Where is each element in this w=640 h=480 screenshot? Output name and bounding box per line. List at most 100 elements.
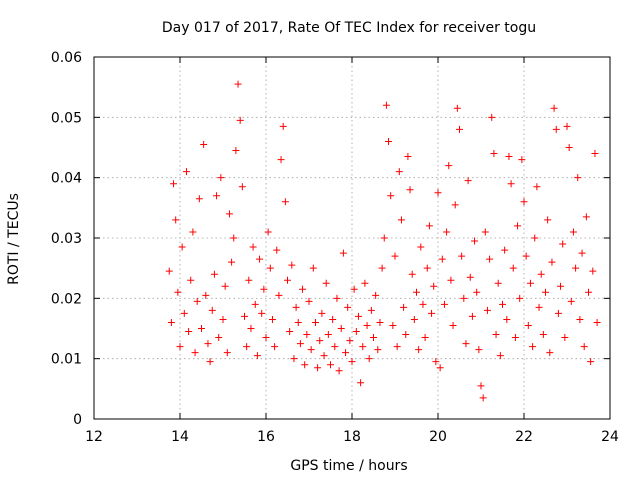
data-point [397,216,405,224]
data-point [449,321,457,329]
data-point [434,189,442,197]
data-point [279,122,287,130]
data-point [475,346,483,354]
data-point [563,122,571,130]
data-point [554,309,562,317]
data-point [380,234,388,242]
y-axis-title: ROTI / TECUs [6,193,22,285]
data-point [253,352,261,360]
data-point [514,222,522,230]
data-point [428,309,436,317]
y-tick-label: 0 [73,412,82,428]
data-point [228,258,236,266]
data-point [537,270,545,278]
data-point [258,309,266,317]
data-point [393,343,401,351]
data-point [453,104,461,112]
data-point [367,306,375,314]
data-point [314,364,322,372]
data-point [408,270,416,278]
data-point [591,150,599,158]
data-point [213,192,221,200]
data-point [432,358,440,366]
data-point [389,321,397,329]
y-tick-label: 0.04 [51,171,82,187]
data-point [565,144,573,151]
data-point [307,346,315,354]
data-point [456,125,463,133]
data-point [410,315,418,323]
data-point [294,318,302,326]
data-point [376,318,384,326]
data-point [507,180,515,188]
data-point [286,328,294,336]
data-point [511,334,519,342]
data-point [337,325,345,332]
data-point [206,358,214,366]
data-point [277,156,285,164]
data-point [406,186,414,194]
data-point [200,140,208,148]
data-point [552,125,560,133]
data-point [309,264,317,272]
data-point [499,300,506,308]
data-point [187,276,195,284]
data-point [217,174,225,182]
data-point [365,355,373,363]
data-point [247,325,255,332]
data-point [320,352,328,360]
x-axis-title: GPS time / hours [290,458,407,474]
data-point [346,337,354,345]
data-point [208,306,216,314]
data-point [578,249,586,257]
data-point [311,318,319,326]
data-point [284,276,291,284]
data-point [370,334,377,342]
data-point [471,237,479,245]
grid-lines [94,57,610,419]
data-point [215,334,223,342]
data-point [176,343,184,351]
data-point [501,246,509,254]
data-point [339,249,347,257]
data-point [234,80,242,88]
data-point [582,213,590,221]
data-point [404,153,412,161]
data-point [524,321,532,329]
data-point [567,297,575,305]
data-point [488,113,496,121]
data-point [359,343,367,351]
x-tick-label: 24 [601,429,619,445]
data-point [559,240,567,248]
data-point [516,294,524,302]
data-point [292,303,300,311]
data-point [526,279,534,287]
data-point [505,153,513,161]
data-point [348,358,356,366]
data-point [473,288,481,296]
data-point [198,325,205,332]
chart-title: Day 017 of 2017, Rate Of TEC Index for r… [162,20,536,36]
data-point [299,285,307,293]
data-point [402,331,410,339]
data-point [503,315,511,323]
data-point [430,282,438,290]
data-point [486,255,494,263]
data-point [576,315,584,323]
data-point [378,264,386,272]
data-point [580,343,588,351]
data-point [572,264,580,272]
data-point [544,216,552,224]
data-point [230,234,238,242]
data-point [178,243,186,251]
x-tick-label: 20 [429,429,447,445]
data-point [204,340,212,348]
data-point [458,252,466,260]
data-point [529,343,537,351]
data-point [281,198,289,206]
data-point [268,315,276,323]
data-point [241,312,248,320]
data-point [569,228,577,236]
data-point [374,346,382,354]
y-tick-labels: 0 0.01 0.02 0.03 0.04 0.05 0.06 [51,50,82,428]
